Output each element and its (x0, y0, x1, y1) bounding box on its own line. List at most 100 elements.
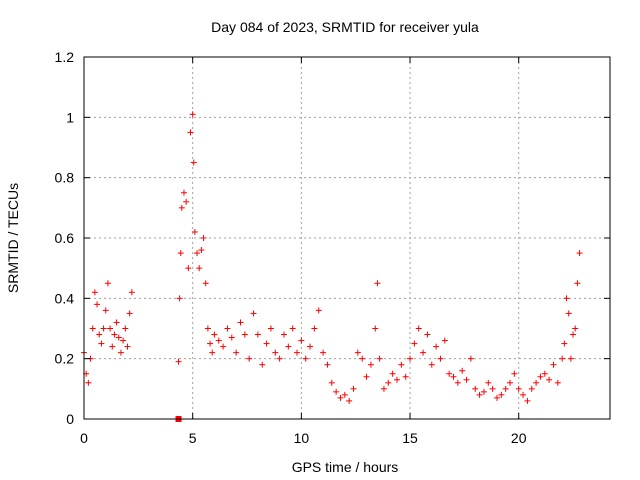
data-point (94, 301, 101, 308)
data-point (541, 370, 548, 377)
x-tick-label: 10 (294, 430, 310, 446)
data-point (502, 385, 509, 392)
data-point (415, 325, 422, 332)
data-point (254, 331, 261, 338)
data-point (263, 340, 270, 347)
data-point (341, 391, 348, 398)
data-point (570, 331, 577, 338)
axis-ticks (83, 56, 610, 420)
data-point (520, 391, 527, 398)
data-point (91, 289, 98, 296)
data-point (574, 280, 581, 287)
data-point (407, 355, 414, 362)
data-point (561, 340, 568, 347)
y-tick-label: 1.2 (55, 49, 75, 65)
data-point (493, 394, 500, 401)
data-point (246, 355, 253, 362)
data-point (537, 373, 544, 380)
data-point (393, 376, 400, 383)
data-point (237, 319, 244, 326)
data-point (178, 204, 185, 211)
x-axis-label: GPS time / hours (292, 459, 399, 475)
grid-lines (84, 57, 610, 419)
data-point (350, 385, 357, 392)
data-point (372, 325, 379, 332)
data-point (324, 361, 331, 368)
data-point (175, 358, 182, 365)
data-point (559, 355, 566, 362)
data-point (424, 331, 431, 338)
data-point (128, 289, 135, 296)
data-point (380, 385, 387, 392)
data-point (107, 325, 114, 332)
data-point (191, 228, 198, 235)
data-point (546, 376, 553, 383)
data-point (328, 379, 335, 386)
data-point (111, 331, 118, 338)
x-tick-label: 0 (80, 430, 88, 446)
data-point (459, 367, 466, 374)
data-point (220, 343, 227, 350)
data-point (398, 361, 405, 368)
x-tick-label: 5 (189, 430, 197, 446)
data-point (498, 391, 505, 398)
data-point (311, 325, 318, 332)
data-point (441, 337, 448, 344)
data-point (194, 250, 201, 257)
data-point (189, 111, 196, 118)
data-point (565, 310, 572, 317)
data-point (367, 361, 374, 368)
data-point (272, 349, 279, 356)
data-point (302, 355, 309, 362)
data-point (196, 265, 203, 272)
data-point (507, 379, 514, 386)
data-point (289, 325, 296, 332)
data-point (389, 370, 396, 377)
data-point (376, 355, 383, 362)
data-point (472, 385, 479, 392)
data-point (183, 198, 190, 205)
data-point (207, 340, 214, 347)
data-point (374, 280, 381, 287)
plot-frame (83, 56, 611, 420)
y-tick-label: 0.6 (55, 230, 75, 246)
data-point (113, 319, 120, 326)
data-point (185, 265, 192, 272)
data-point (124, 343, 131, 350)
data-point (89, 325, 96, 332)
data-point (285, 343, 292, 350)
data-point (463, 376, 470, 383)
data-point (228, 334, 235, 341)
data-point (294, 349, 301, 356)
data-point (450, 373, 457, 380)
data-point (476, 391, 483, 398)
data-point (109, 343, 116, 350)
data-point (554, 379, 561, 386)
data-point (280, 331, 287, 338)
data-point (98, 340, 105, 347)
data-point (307, 343, 314, 350)
data-point (198, 247, 205, 254)
y-tick-label: 0.8 (55, 170, 75, 186)
data-point (385, 379, 392, 386)
y-tick-label: 0 (66, 411, 74, 427)
data-point (454, 379, 461, 386)
data-point (117, 349, 124, 356)
data-point (533, 379, 540, 386)
data-point (204, 325, 211, 332)
data-point (563, 295, 570, 302)
data-point (446, 370, 453, 377)
data-point (104, 280, 111, 287)
data-point (224, 325, 231, 332)
data-point (211, 331, 218, 338)
data-point (480, 388, 487, 395)
data-point (363, 373, 370, 380)
data-point (200, 235, 207, 241)
data-point (333, 388, 340, 395)
data-point (337, 394, 344, 401)
data-point (524, 397, 531, 404)
data-point (576, 250, 583, 257)
data-point (420, 349, 427, 356)
data-point (176, 295, 183, 302)
